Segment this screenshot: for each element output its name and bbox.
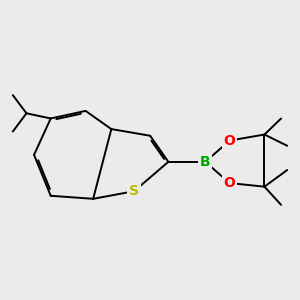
Text: O: O — [224, 176, 236, 190]
Text: O: O — [224, 134, 236, 148]
Text: S: S — [129, 184, 139, 198]
Text: B: B — [200, 155, 211, 169]
